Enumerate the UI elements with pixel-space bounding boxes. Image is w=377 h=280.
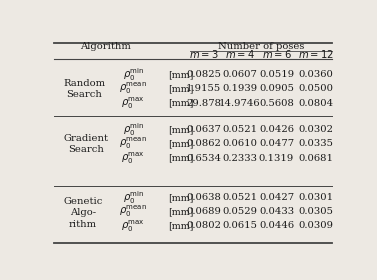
- Text: 0.0825: 0.0825: [186, 70, 221, 79]
- Text: 0.0309: 0.0309: [299, 221, 333, 230]
- Text: 0.0607: 0.0607: [222, 70, 257, 79]
- Text: [mm]: [mm]: [169, 99, 194, 108]
- Text: [mm]: [mm]: [169, 139, 194, 148]
- Text: 0.0802: 0.0802: [186, 221, 221, 230]
- Text: Gradient
Search: Gradient Search: [63, 134, 108, 154]
- Text: [mm]: [mm]: [169, 125, 194, 134]
- Text: 0.0521: 0.0521: [222, 125, 257, 134]
- Text: 0.0301: 0.0301: [298, 193, 334, 202]
- Text: 0.0905: 0.0905: [259, 84, 294, 93]
- Text: $\rho_0^{\mathrm{max}}$: $\rho_0^{\mathrm{max}}$: [121, 218, 145, 234]
- Text: $\rho_0^{\mathrm{min}}$: $\rho_0^{\mathrm{min}}$: [123, 66, 144, 83]
- Text: $\rho_0^{\mathrm{mean}}$: $\rho_0^{\mathrm{mean}}$: [119, 81, 147, 96]
- Text: 0.0610: 0.0610: [222, 139, 257, 148]
- Text: 1.9155: 1.9155: [186, 84, 221, 93]
- Text: 0.0521: 0.0521: [222, 193, 257, 202]
- Text: 0.0500: 0.0500: [299, 84, 333, 93]
- Text: $\mathit{m} = 6$: $\mathit{m} = 6$: [262, 48, 291, 60]
- Text: 0.2333: 0.2333: [222, 153, 257, 162]
- Text: $\rho_0^{\mathrm{max}}$: $\rho_0^{\mathrm{max}}$: [121, 150, 145, 166]
- Text: [mm]: [mm]: [169, 207, 194, 216]
- Text: Genetic
Algo-
rithm: Genetic Algo- rithm: [63, 197, 103, 228]
- Text: $\mathit{m} = 3$: $\mathit{m} = 3$: [188, 48, 218, 60]
- Text: 29.878: 29.878: [186, 99, 221, 108]
- Text: 0.0335: 0.0335: [299, 139, 333, 148]
- Text: 0.0360: 0.0360: [299, 70, 333, 79]
- Text: Algorithm: Algorithm: [80, 42, 131, 51]
- Text: [mm]: [mm]: [169, 193, 194, 202]
- Text: 0.5608: 0.5608: [259, 99, 294, 108]
- Text: 0.1939: 0.1939: [222, 84, 257, 93]
- Text: [mm]: [mm]: [169, 153, 194, 162]
- Text: [mm]: [mm]: [169, 84, 194, 93]
- Text: 0.0638: 0.0638: [186, 193, 221, 202]
- Text: $\rho_0^{\mathrm{max}}$: $\rho_0^{\mathrm{max}}$: [121, 95, 145, 111]
- Text: 0.0427: 0.0427: [259, 193, 294, 202]
- Text: 0.0689: 0.0689: [186, 207, 221, 216]
- Text: 0.0477: 0.0477: [259, 139, 294, 148]
- Text: 14.9746: 14.9746: [219, 99, 261, 108]
- Text: 0.6534: 0.6534: [186, 153, 221, 162]
- Text: 0.0446: 0.0446: [259, 221, 294, 230]
- Text: $\mathit{m} = 12$: $\mathit{m} = 12$: [298, 48, 334, 60]
- Text: 0.0519: 0.0519: [259, 70, 294, 79]
- Text: [mm]: [mm]: [169, 221, 194, 230]
- Text: $\rho_0^{\mathrm{mean}}$: $\rho_0^{\mathrm{mean}}$: [119, 204, 147, 219]
- Text: $\rho_0^{\mathrm{min}}$: $\rho_0^{\mathrm{min}}$: [123, 189, 144, 206]
- Text: 0.0302: 0.0302: [299, 125, 333, 134]
- Text: 0.1319: 0.1319: [259, 153, 294, 162]
- Text: 0.0615: 0.0615: [222, 221, 257, 230]
- Text: 0.0426: 0.0426: [259, 125, 294, 134]
- Text: $\rho_0^{\mathrm{min}}$: $\rho_0^{\mathrm{min}}$: [123, 121, 144, 138]
- Text: 0.0305: 0.0305: [299, 207, 333, 216]
- Text: 0.0681: 0.0681: [299, 153, 333, 162]
- Text: Number of poses: Number of poses: [218, 42, 304, 51]
- Text: $\mathit{m} = 4$: $\mathit{m} = 4$: [225, 48, 255, 60]
- Text: $\rho_0^{\mathrm{mean}}$: $\rho_0^{\mathrm{mean}}$: [119, 136, 147, 151]
- Text: Random
Search: Random Search: [63, 78, 105, 99]
- Text: 0.0433: 0.0433: [259, 207, 294, 216]
- Text: 0.0862: 0.0862: [186, 139, 221, 148]
- Text: [mm]: [mm]: [169, 70, 194, 79]
- Text: 0.0529: 0.0529: [222, 207, 257, 216]
- Text: 0.0804: 0.0804: [298, 99, 334, 108]
- Text: 0.0637: 0.0637: [186, 125, 221, 134]
